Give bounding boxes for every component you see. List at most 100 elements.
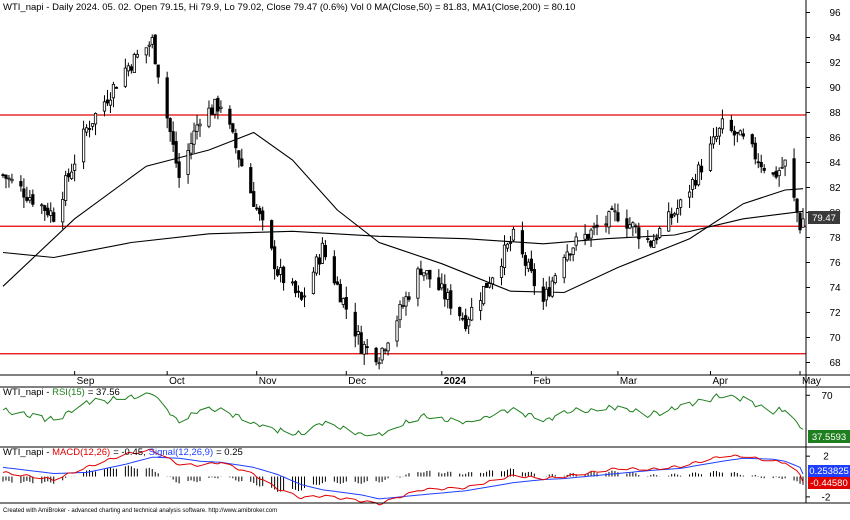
- price-bar-body: [687, 191, 692, 198]
- price-bar: [46, 202, 50, 218]
- price-bar-body: [583, 233, 587, 240]
- price-bar: [649, 239, 653, 249]
- price-bar-body: [511, 228, 516, 241]
- price-bar-body: [607, 211, 611, 228]
- price-bar-body: [774, 170, 778, 178]
- price-bar: [323, 239, 327, 261]
- price-bar: [419, 260, 423, 276]
- price-bar: [344, 286, 348, 319]
- macd-equals: = -0.45,: [113, 447, 145, 458]
- price-bar: [732, 125, 736, 146]
- price-bar: [586, 233, 590, 241]
- price-bar-body: [499, 265, 504, 278]
- price-y-tick-label: 84: [829, 158, 841, 169]
- price-bar: [520, 221, 525, 258]
- price-bar-body: [296, 290, 301, 293]
- price-bar: [4, 174, 8, 189]
- price-bar-body: [7, 177, 11, 180]
- rsi-equals: = 37.56: [88, 387, 120, 398]
- x-axis-label: Dec: [348, 376, 366, 387]
- price-bar-body: [655, 237, 659, 241]
- price-bar-body: [61, 198, 65, 223]
- price-bar: [156, 64, 160, 84]
- price-bar-body: [279, 267, 283, 275]
- price-bar: [129, 64, 133, 74]
- price-bar-body: [258, 207, 262, 215]
- price-bar: [111, 81, 116, 108]
- price-bar-body: [302, 295, 307, 298]
- price-bar-body: [335, 281, 339, 285]
- price-bar-body: [568, 253, 572, 256]
- x-axis-label: Nov: [259, 376, 277, 387]
- rsi-pane-legend: WTI_napi - RSI(15) = 37.56: [3, 387, 120, 398]
- price-bar-body: [646, 238, 650, 241]
- price-bar: [395, 315, 399, 347]
- rsi-last-badge: 37.5593: [808, 430, 850, 443]
- price-bar-body: [547, 287, 551, 297]
- price-bar: [428, 269, 432, 288]
- price-pane-legend: WTI_napi - Daily 2024. 05. 02. Open 79.1…: [3, 2, 575, 13]
- price-bar-body: [443, 284, 447, 300]
- price-bar-body: [428, 269, 432, 280]
- price-bar-body: [359, 332, 363, 354]
- price-bar: [73, 154, 77, 182]
- price-bar: [783, 159, 787, 177]
- price-bar-body: [398, 304, 402, 321]
- price-bar: [502, 235, 507, 276]
- macd-y-tick-label: 2: [823, 452, 829, 463]
- price-bar-body: [323, 244, 327, 258]
- price-bar-body: [40, 204, 44, 207]
- price-bar-body: [281, 266, 286, 284]
- price-bar-body: [422, 272, 426, 277]
- price-bar-body: [586, 234, 590, 240]
- price-bar-body: [341, 298, 345, 305]
- price-bar: [84, 124, 89, 137]
- price-bar-body: [446, 292, 450, 300]
- price-bar: [616, 203, 620, 223]
- price-bar: [425, 270, 429, 280]
- price-bar: [422, 272, 426, 281]
- price-bar: [132, 52, 136, 73]
- price-bar-body: [1, 174, 5, 177]
- price-bar: [479, 292, 483, 321]
- price-bar-body: [613, 210, 617, 213]
- price-bar: [61, 191, 65, 230]
- price-bar: [90, 123, 95, 131]
- price-bar: [529, 250, 533, 274]
- price-bar: [511, 226, 516, 243]
- price-bar: [532, 263, 536, 295]
- price-bar-body: [458, 307, 462, 317]
- price-bar: [25, 186, 29, 203]
- price-bar: [356, 325, 360, 345]
- price-bar: [31, 189, 35, 207]
- price-bar: [407, 292, 411, 302]
- price-bar-body: [762, 167, 766, 171]
- price-bar: [652, 233, 656, 248]
- price-bar: [583, 224, 587, 246]
- price-bar: [729, 115, 733, 133]
- rsi-last-badge-bg: [808, 430, 850, 443]
- macd-y-tick-label: -2: [822, 492, 831, 503]
- macd-value-badge-text: 0.253825: [809, 466, 849, 477]
- price-bar-body: [22, 188, 26, 198]
- price-bar: [177, 152, 181, 188]
- price-bar-body: [46, 207, 50, 216]
- rsi-line: [2, 392, 804, 437]
- price-bar-body: [610, 208, 614, 210]
- x-axis-label: Oct: [169, 376, 185, 387]
- price-bar: [398, 300, 402, 329]
- rsi-y-tick-label: 70: [821, 391, 833, 402]
- price-bar: [276, 266, 280, 277]
- price-bar-body: [783, 159, 787, 167]
- price-bar-body: [177, 161, 181, 178]
- price-bar-body: [756, 161, 760, 164]
- price-bar-body: [693, 179, 698, 186]
- price-bar: [153, 34, 157, 65]
- price-bar: [108, 92, 113, 114]
- price-bar: [219, 100, 223, 113]
- price-bar: [87, 120, 92, 138]
- price-symbol: WTI_napi: [3, 2, 44, 13]
- price-bar-body: [153, 34, 157, 65]
- price-bar: [320, 237, 325, 264]
